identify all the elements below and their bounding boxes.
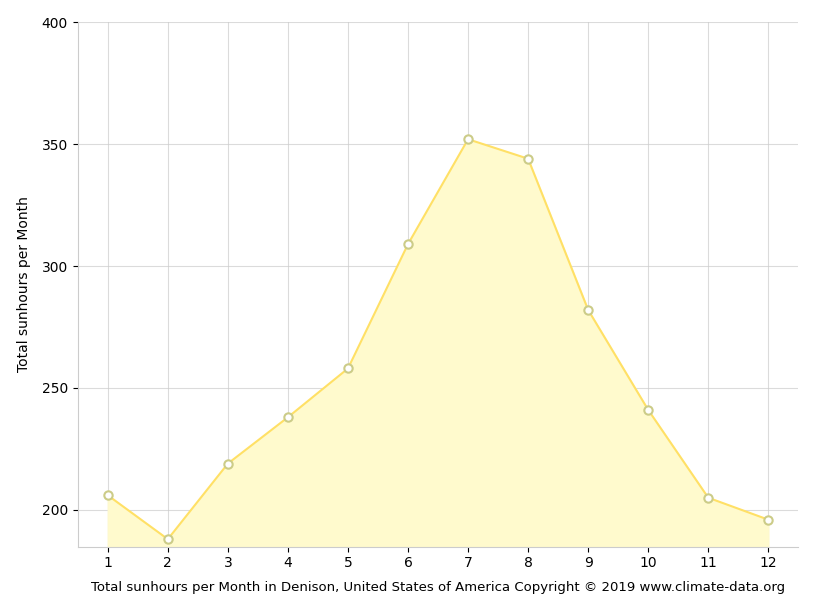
Y-axis label: Total sunhours per Month: Total sunhours per Month — [16, 196, 31, 372]
X-axis label: Total sunhours per Month in Denison, United States of America Copyright © 2019 w: Total sunhours per Month in Denison, Uni… — [91, 581, 785, 595]
